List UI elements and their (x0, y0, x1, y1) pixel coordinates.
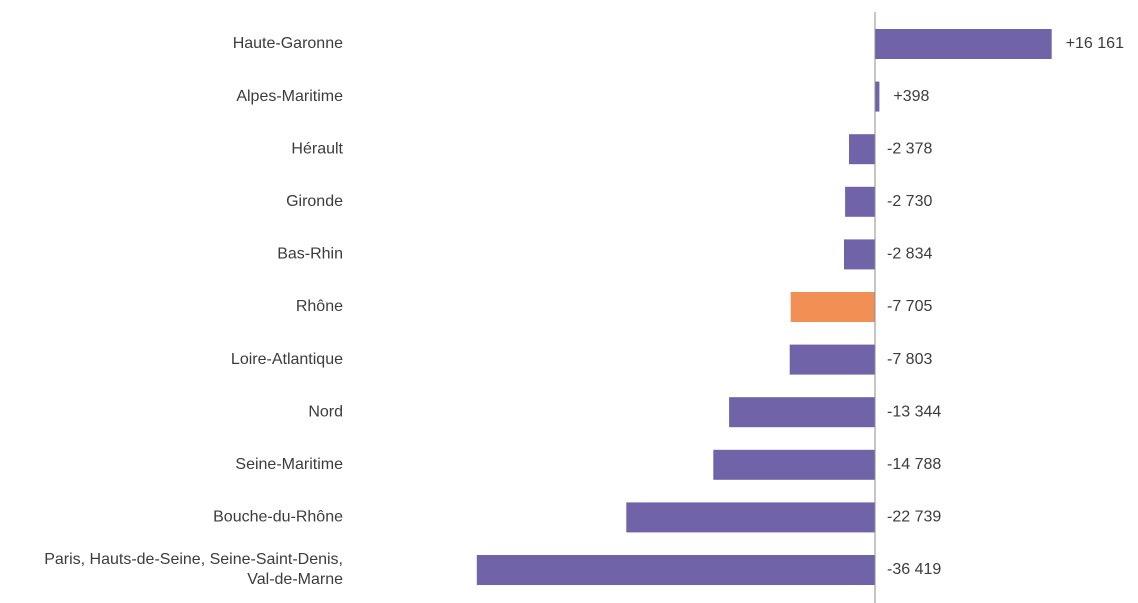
value-label: -7 705 (887, 298, 932, 315)
value-label: -7 803 (887, 351, 932, 368)
category-label: Bas-Rhin (277, 246, 343, 263)
value-label: +16 161 (1066, 35, 1124, 52)
bars-layer (476, 29, 1052, 585)
category-label: Rhône (296, 298, 343, 315)
bar (713, 449, 875, 480)
category-label-line: Rhône (296, 298, 343, 315)
category-label: Gironde (286, 193, 343, 210)
value-label: -2 730 (887, 193, 932, 210)
bar (875, 81, 880, 112)
category-label: Paris, Hauts-de-Seine, Seine-Saint-Denis… (44, 551, 343, 588)
category-label: Nord (308, 403, 343, 420)
value-label: +398 (893, 88, 929, 105)
category-label: Haute-Garonne (233, 35, 343, 52)
category-label: Hérault (291, 140, 343, 157)
category-label-line: Loire-Atlantique (231, 351, 343, 368)
labels-layer: +16 161 Haute-Garonne +398 Alpes-Maritime -2… (44, 35, 1124, 588)
category-label-line: Gironde (286, 193, 343, 210)
value-label: -22 739 (887, 509, 941, 526)
value-label: -2 378 (887, 140, 932, 157)
bar (789, 344, 875, 375)
category-label: Loire-Atlantique (231, 351, 343, 368)
category-label-line: Bas-Rhin (277, 246, 343, 263)
value-label: -14 788 (887, 456, 941, 473)
category-label-line: Alpes-Maritime (236, 88, 343, 105)
category-label-line: Paris, Hauts-de-Seine, Seine-Saint-Denis… (44, 551, 343, 568)
category-label: Bouche-du-Rhône (213, 509, 343, 526)
bar (844, 239, 875, 270)
value-label: -36 419 (887, 561, 941, 578)
category-label-line: Seine-Maritime (235, 456, 343, 473)
bar (790, 292, 875, 322)
bar (626, 502, 875, 533)
bar (476, 555, 875, 585)
category-label-line: Bouche-du-Rhône (213, 509, 343, 526)
bar (845, 186, 875, 217)
value-label: -2 834 (887, 246, 932, 263)
category-label-line: Hérault (291, 140, 343, 157)
value-label: -13 344 (887, 403, 941, 420)
bar (729, 397, 875, 428)
category-label: Seine-Maritime (235, 456, 343, 473)
category-label-line: Haute-Garonne (233, 35, 343, 52)
bar (849, 134, 875, 165)
category-label-line: Val-de-Marne (247, 571, 343, 588)
category-label-line: Nord (308, 403, 343, 420)
bar (875, 29, 1052, 59)
category-label: Alpes-Maritime (236, 88, 343, 105)
